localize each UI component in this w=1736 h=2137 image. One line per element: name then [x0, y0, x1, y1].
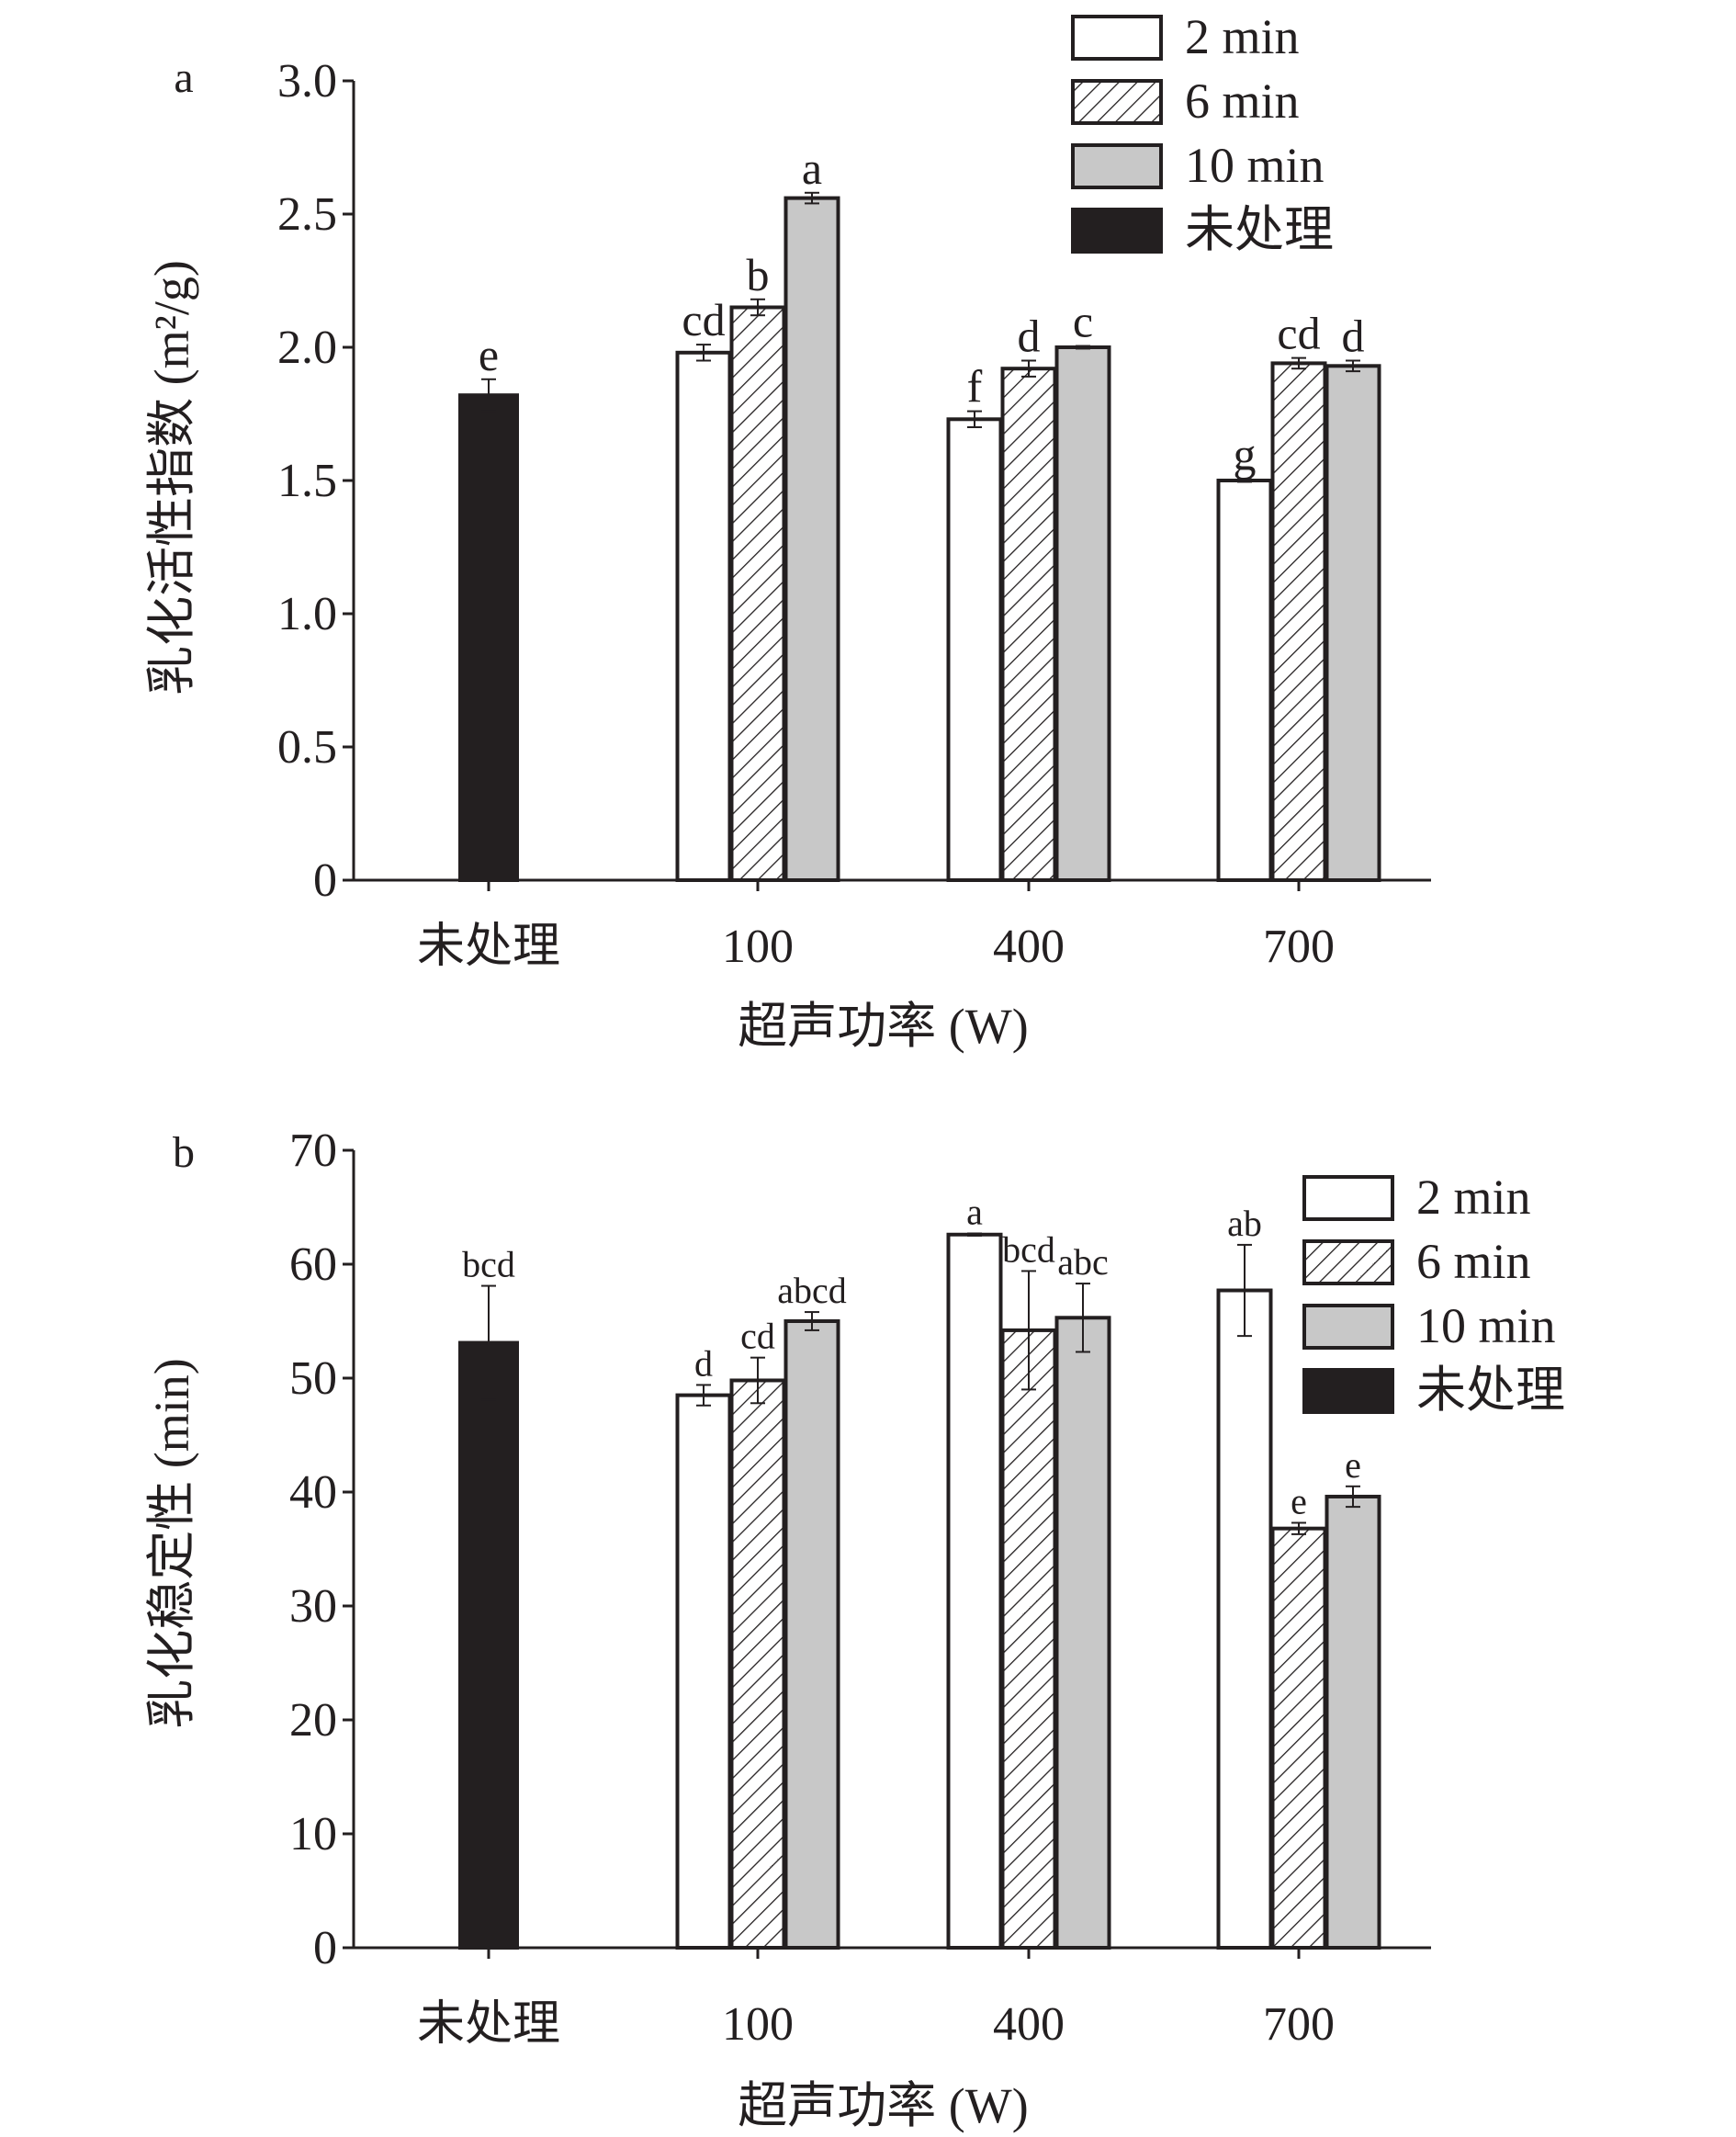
y-tick-label: 40: [289, 1466, 337, 1519]
significance-label: a: [802, 142, 822, 194]
legend-swatch: [1071, 79, 1163, 125]
bar: [675, 350, 732, 882]
y-axis-title: 乳化活性指数 (m²/g): [144, 260, 199, 695]
bar: [1270, 1526, 1327, 1950]
y-tick-label: 20: [289, 1694, 337, 1747]
y-tick-label: 1.0: [277, 588, 337, 640]
bar: [783, 1319, 840, 1950]
y-tick-label: 10: [289, 1808, 337, 1860]
bar: [1000, 367, 1057, 882]
legend-label: 10 min: [1416, 1298, 1556, 1353]
y-tick-label: 1.5: [277, 455, 337, 507]
y-tick-label: 70: [289, 1125, 337, 1177]
x-tick-label: 400: [993, 1998, 1065, 2051]
bar: [1054, 1316, 1111, 1950]
significance-label: d: [1018, 311, 1041, 362]
x-tick-label: 400: [993, 921, 1065, 973]
legend-label: 6 min: [1416, 1234, 1531, 1289]
bar: [729, 1378, 786, 1950]
y-tick-label: 50: [289, 1352, 337, 1405]
y-tick-label: 2.5: [277, 188, 337, 241]
significance-label: c: [1073, 296, 1093, 347]
legend-label: 10 min: [1185, 138, 1325, 193]
legend-label: 未处理: [1416, 1362, 1565, 1418]
legend-label: 2 min: [1416, 1170, 1531, 1225]
bar: [1325, 1494, 1381, 1950]
significance-label: g: [1234, 429, 1257, 481]
significance-label: d: [1342, 311, 1365, 362]
significance-label: e: [1291, 1480, 1307, 1521]
y-tick-label: 0: [313, 854, 337, 907]
bar: [946, 1232, 1003, 1950]
bar: [1000, 1328, 1057, 1950]
y-tick-label: 0.5: [277, 721, 337, 774]
y-tick-label: 30: [289, 1580, 337, 1633]
x-tick-label: 100: [722, 1998, 794, 2051]
significance-label: e: [1345, 1444, 1361, 1486]
legend-label: 2 min: [1185, 9, 1300, 64]
bar: [458, 1340, 519, 1950]
x-tick-label: 未处理: [417, 921, 560, 973]
legend-swatch: [1071, 143, 1163, 189]
bar: [1216, 1288, 1273, 1950]
legend-label: 未处理: [1185, 202, 1334, 257]
y-axis-title: 乳化稳定性 (min): [144, 1358, 199, 1728]
y-tick-label: 60: [289, 1238, 337, 1291]
y-tick-label: 0: [313, 1922, 337, 1974]
legend-swatch: [1302, 1304, 1394, 1350]
legend-swatch: [1302, 1368, 1394, 1414]
bar: [1325, 364, 1381, 882]
significance-label: b: [747, 249, 770, 300]
bar: [675, 1393, 732, 1950]
significance-label: bcd: [462, 1244, 515, 1285]
significance-label: bcd: [1002, 1228, 1055, 1270]
y-tick-label: 3.0: [277, 55, 337, 107]
chart-a: a 0 0.5 1.0 1.5 2.0 2.5 3.0 未处理 100 400 700 乳化活性指数 (…: [144, 9, 1431, 1054]
bar: [1216, 479, 1273, 882]
legend-swatch: [1302, 1239, 1394, 1285]
significance-label: cd: [740, 1316, 775, 1357]
significance-label: abc: [1057, 1241, 1109, 1283]
x-tick-label: 未处理: [417, 1998, 560, 2051]
x-axis-title: 超声功率 (W): [738, 2078, 1028, 2133]
significance-label: cd: [1277, 308, 1320, 359]
significance-label: abcd: [777, 1270, 847, 1311]
significance-label: a: [966, 1192, 983, 1233]
legend-label: 6 min: [1185, 73, 1300, 129]
x-tick-label: 700: [1263, 1998, 1335, 2051]
significance-label: d: [694, 1342, 713, 1384]
panel-letter: a: [174, 53, 193, 102]
bar: [1270, 361, 1327, 882]
bar: [1054, 345, 1111, 882]
significance-label: f: [967, 361, 983, 413]
legend-swatch: [1071, 15, 1163, 61]
chart-b: b 0 10 20 30 40 50 60 70 未处理 100 400 700 乳化稳定性 (min) 超…: [144, 1125, 1565, 2133]
bar: [946, 417, 1003, 882]
x-tick-label: 700: [1263, 921, 1335, 973]
y-tick-label: 2.0: [277, 322, 337, 374]
bar: [783, 196, 840, 883]
significance-label: e: [479, 329, 499, 380]
x-tick-label: 100: [722, 921, 794, 973]
legend-swatch: [1302, 1175, 1394, 1221]
significance-label: ab: [1227, 1203, 1262, 1244]
bar: [729, 305, 786, 882]
legend-swatch: [1071, 208, 1163, 254]
significance-label: cd: [682, 294, 725, 345]
panel-letter: b: [173, 1128, 195, 1177]
x-axis-title: 超声功率 (W): [738, 999, 1028, 1054]
bar: [458, 393, 519, 882]
